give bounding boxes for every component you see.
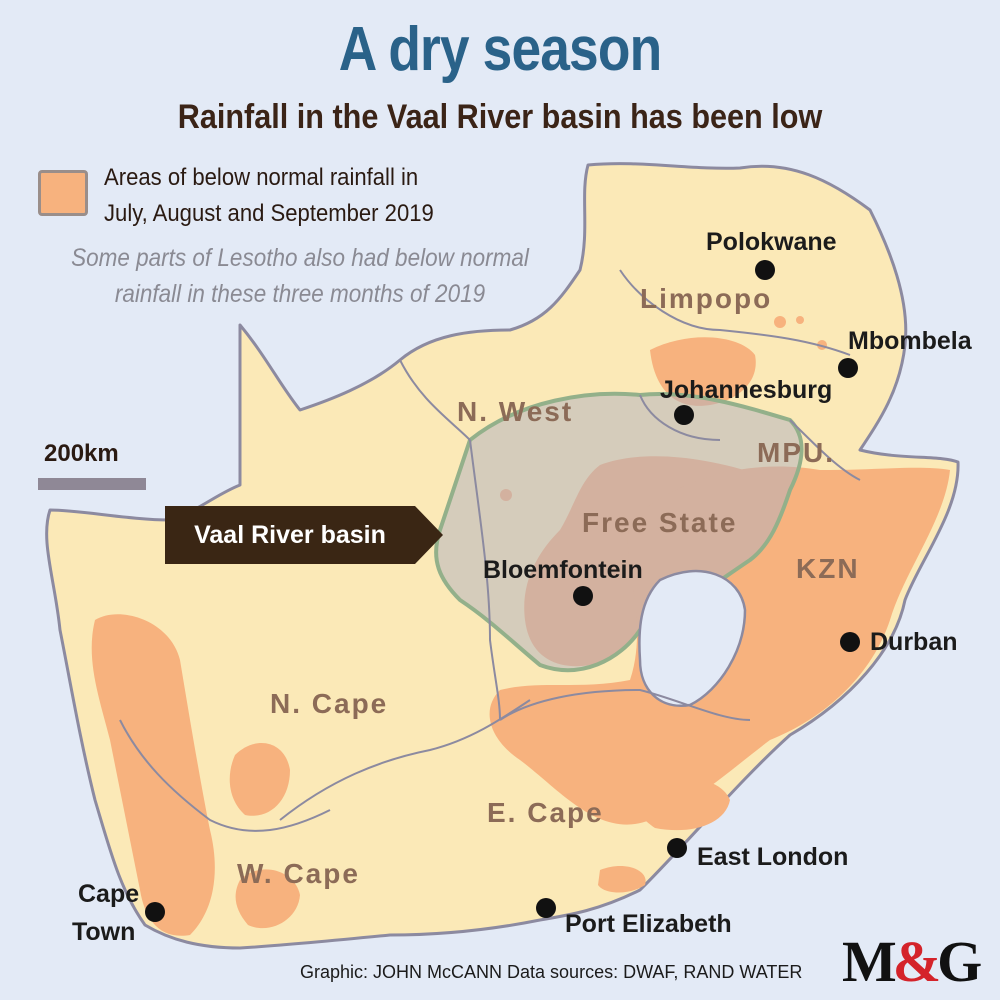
region-label-western-cape: W. Cape [237,858,360,889]
note-line-2: rainfall in these three months of 2019 [114,280,486,308]
city-dot-cape-town [145,902,165,922]
karoo-dry-area [235,869,300,929]
city-dot-mbombela [838,358,858,378]
limpopo-dry-spot-2 [796,316,804,324]
city-label-polokwane: Polokwane [706,228,837,256]
city-label-durban: Durban [870,628,958,656]
note-line-1: Some parts of Lesotho also had below nor… [71,244,529,272]
city-dot-polokwane [755,260,775,280]
region-label-kzn: KZN [796,553,860,584]
scale-bar [38,478,146,490]
mpumalanga-border [789,419,861,481]
legend-line-2: July, August and September 2019 [104,200,434,227]
legend-swatch [38,170,88,216]
limpopo-border [619,269,851,356]
lesotho-note: Some parts of Lesotho also had below nor… [57,240,543,312]
region-label-mpumalanga: MPU. [757,437,835,468]
logo-letter-m: M [842,929,897,994]
free-state-west-border [469,439,501,721]
city-label-port-elizabeth: Port Elizabeth [565,910,732,938]
vaal-basin-label: Vaal River basin [194,521,386,549]
map-subtitle: Rainfall in the Vaal River basin has bee… [177,98,823,136]
northern-cape-east-border [279,699,531,821]
city-dot-east-london [667,838,687,858]
limpopo-dry-spot-1 [774,316,786,328]
legend-line-1: Areas of below normal rainfall in [104,164,419,191]
city-label-bloemfontein: Bloemfontein [483,556,643,584]
city-label-east-london: East London [697,843,849,871]
provincial-borders [119,269,861,832]
map-title: A dry season [338,15,662,84]
lesotho [638,569,747,708]
region-label-limpopo: Limpopo [640,283,773,314]
gauteng-border [639,394,721,441]
city-dot-durban [840,632,860,652]
city-label-cape-town-line-1: Cape [78,880,140,908]
city-label-mbombela: Mbombela [848,327,972,355]
eastern-cape-north-border [499,689,751,721]
eastern-cape-dry-area [635,777,730,831]
mg-logo: M&G [842,928,982,995]
north-west-border [399,359,471,441]
western-cape-border [119,719,331,832]
logo-ampersand: & [892,929,941,994]
city-dot-bloemfontein [573,586,593,606]
scale-label: 200km [44,440,119,467]
city-label-cape-town-line-2: Town [72,918,136,946]
inland-cape-dry-area [229,743,290,816]
vaal-basin-callout: Vaal River basin [165,506,443,564]
legend: Areas of below normal rainfall in July, … [104,160,434,232]
gauteng-dry-area [650,337,756,406]
city-label-johannesburg: Johannesburg [660,376,833,404]
western-dry-band [91,614,215,936]
region-label-north-west: N. West [457,396,574,427]
southern-coast-dry-area [598,865,646,893]
logo-letter-g: G [937,929,982,994]
city-dot-johannesburg [674,405,694,425]
credit-line: Graphic: JOHN McCANN Data sources: DWAF,… [300,962,803,982]
region-label-northern-cape: N. Cape [270,688,389,719]
region-label-eastern-cape: E. Cape [487,797,604,828]
region-label-free-state: Free State [582,507,738,538]
city-dot-port-elizabeth [536,898,556,918]
